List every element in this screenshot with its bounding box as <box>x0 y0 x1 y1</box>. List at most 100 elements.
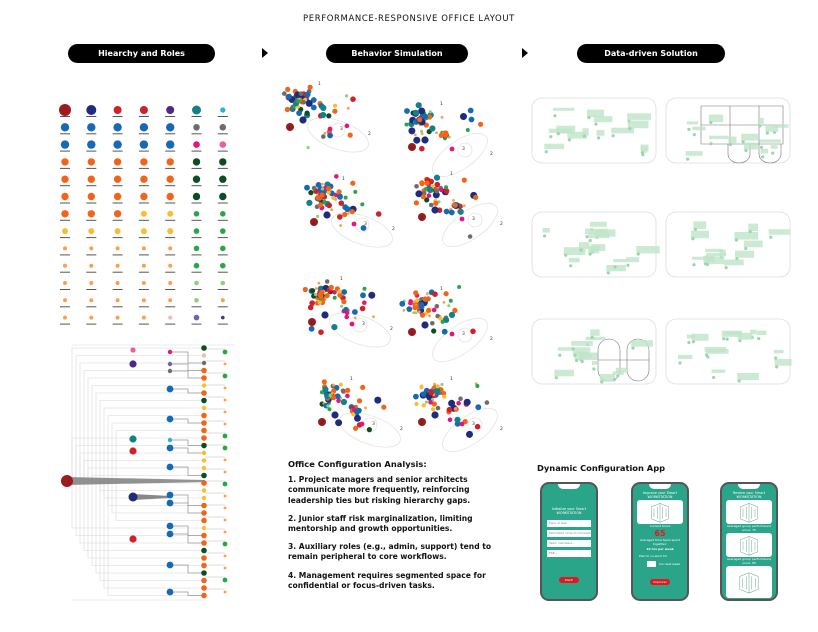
tree-staff-node <box>201 592 207 599</box>
desk-cluster <box>613 259 627 263</box>
agent-dot <box>322 386 329 393</box>
tree-frame <box>72 344 235 601</box>
workstation-card[interactable] <box>726 566 772 598</box>
agent-dot <box>374 396 382 404</box>
team-members-input[interactable]: Team members... <box>547 540 591 547</box>
workstation-seat <box>554 376 558 380</box>
role-dot <box>192 105 201 115</box>
agent-dot <box>332 108 338 114</box>
role-dot <box>139 140 149 149</box>
tree-link <box>79 362 205 481</box>
start-button[interactable]: Start! <box>559 577 579 583</box>
analysis-point: 1. Project managers and senior architect… <box>288 475 471 505</box>
cluster-boundary <box>467 212 483 228</box>
role-label-mark <box>60 116 70 117</box>
agent-dot <box>322 199 327 204</box>
agent-dot <box>308 325 315 332</box>
workstation-seat <box>553 114 557 118</box>
agent-dot <box>332 290 337 295</box>
cluster-label: 3 <box>472 421 475 427</box>
improve-button[interactable]: Improve! <box>650 579 670 585</box>
agent-dot <box>465 128 470 132</box>
agent-dot <box>430 321 435 326</box>
cluster-label: 1 <box>342 176 345 182</box>
workstation-seat <box>744 246 748 251</box>
tree-link <box>111 422 205 481</box>
role-dot <box>59 104 71 116</box>
agent-dot <box>408 127 416 135</box>
role-label-mark <box>86 219 97 221</box>
simulation-panel: 1 2 3 4 <box>318 376 403 448</box>
agent-dot <box>327 132 333 139</box>
completion-time-input[interactable]: Estimated Time of Completion... <box>547 530 591 537</box>
role-dot <box>194 280 199 286</box>
tree-junior-node <box>223 590 227 594</box>
cluster-label: 3 <box>364 221 367 227</box>
role-dot <box>87 192 96 201</box>
agent-dot <box>306 199 313 206</box>
cluster-label: 1 <box>318 81 321 87</box>
workstation-seat <box>594 122 598 126</box>
workstation-seat <box>556 132 560 136</box>
role-dot <box>219 192 227 201</box>
cluster-boundary <box>442 407 498 453</box>
desk-cluster <box>596 129 605 136</box>
task-type-input[interactable]: Type of task... <box>547 520 591 527</box>
workstation-seat <box>735 257 739 261</box>
role-label-mark <box>112 185 123 187</box>
role-label-mark <box>138 219 149 221</box>
meeting-pod <box>727 144 782 164</box>
agent-dot <box>418 107 426 115</box>
role-dot <box>220 262 226 269</box>
cluster-label: 3 <box>462 331 465 337</box>
agent-dot <box>342 204 349 211</box>
tree-root-node <box>61 475 73 487</box>
agent-dot <box>326 190 331 195</box>
cluster-label: 1 <box>340 276 343 282</box>
agent-dot <box>310 218 318 226</box>
role-label-mark <box>191 254 202 256</box>
role-dot <box>168 298 173 303</box>
hours-input[interactable] <box>647 561 656 567</box>
analysis-point: 4. Management requires segmented space f… <box>288 570 486 590</box>
workstation-seat <box>687 340 691 345</box>
role-label-mark <box>86 306 97 308</box>
workstation-card[interactable] <box>726 533 772 557</box>
ese-input[interactable]: ESE... <box>547 550 591 557</box>
agent-dot <box>314 287 318 290</box>
agent-dot <box>350 96 356 102</box>
agent-dot <box>331 195 336 200</box>
role-label-mark <box>86 289 97 290</box>
agent-dot <box>412 109 420 116</box>
workstation-card[interactable] <box>726 500 772 524</box>
phone-heading: Improve your Smart WORKSTATION <box>643 491 677 499</box>
cluster-label: 3 <box>472 216 475 222</box>
phone-notch <box>558 484 580 489</box>
role-label-mark <box>217 254 228 256</box>
desk-cluster <box>744 142 758 150</box>
role-label-mark <box>191 323 202 325</box>
role-dot <box>140 192 148 201</box>
role-dot <box>141 315 146 320</box>
tree-manager-node <box>167 349 173 355</box>
tree-junior-node <box>223 554 227 558</box>
role-dot <box>87 175 96 183</box>
agent-dot <box>315 195 321 201</box>
agent-dot <box>447 304 451 308</box>
desk-cluster <box>640 144 649 151</box>
role-label-mark <box>165 116 176 117</box>
workstation-seat <box>579 248 583 252</box>
agent-dot <box>438 316 443 321</box>
simulation-panel: 1 2 3 4 <box>282 81 371 153</box>
agent-dot <box>336 398 341 404</box>
agent-dot <box>408 143 416 151</box>
role-legend-grid <box>59 104 228 325</box>
agent-dot <box>368 291 376 299</box>
role-label-mark <box>86 237 97 239</box>
desk-cluster <box>708 114 724 122</box>
role-dot <box>61 210 69 218</box>
role-label-mark <box>138 133 149 135</box>
workstation-seat <box>686 157 690 161</box>
agent-dot <box>317 300 322 305</box>
